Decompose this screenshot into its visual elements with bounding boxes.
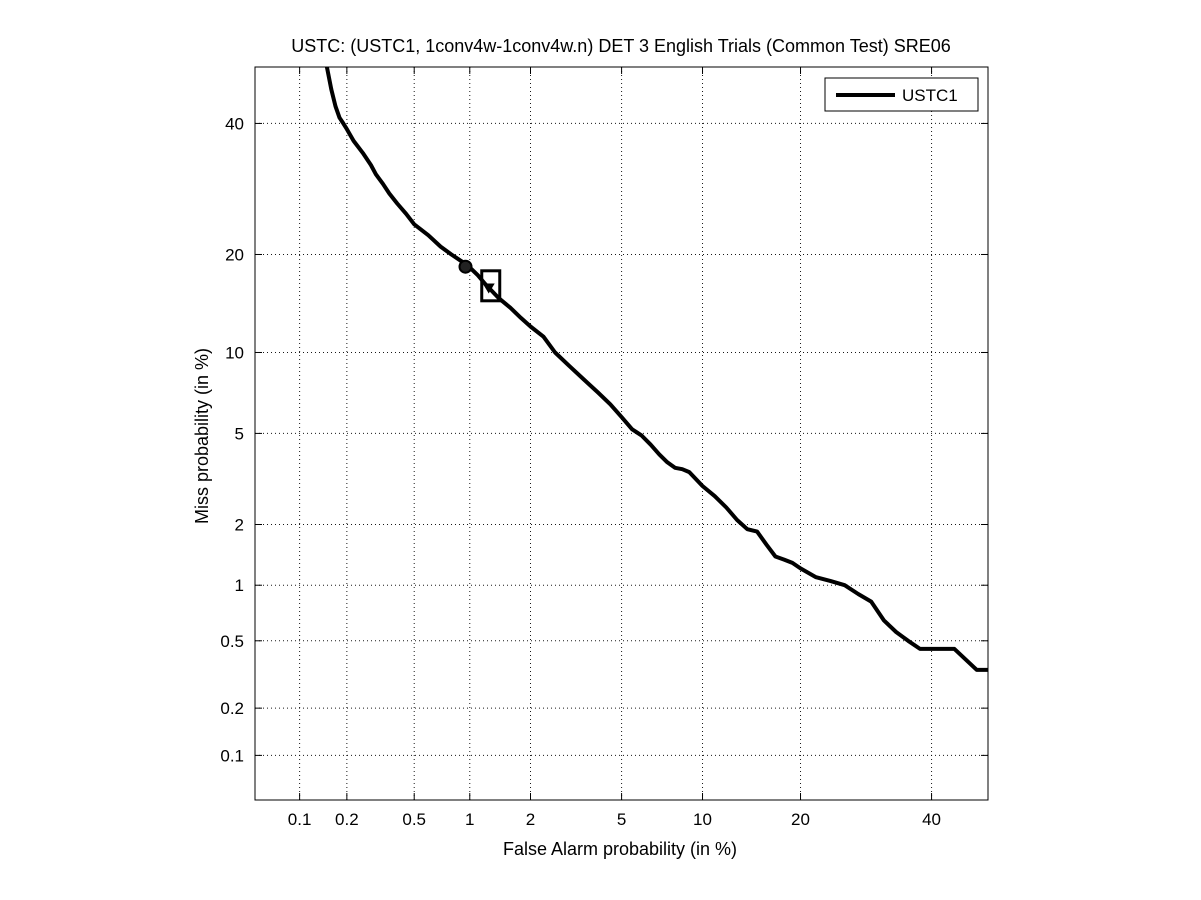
min-dcf-circle-marker [458,259,473,274]
x-tick-label: 0.2 [335,810,359,829]
operating-point-triangle-marker [482,283,495,294]
y-tick-label: 1 [235,576,244,595]
y-tick-label: 20 [225,245,244,264]
x-axis-label: False Alarm probability (in %) [503,839,737,859]
y-tick-label: 40 [225,114,244,133]
plot-area [324,67,988,672]
x-tick-label: 0.5 [402,810,426,829]
y-tick-label: 5 [235,424,244,443]
axis-ticks: 0.1 0.2 0.5 1 2 5 10 20 40 0.1 0.2 0.5 1 2 5 10 20 40 [220,67,988,829]
y-axis-label: Miss probability (in %) [192,348,212,524]
x-tick-label: 0.1 [288,810,312,829]
series-line-USTC1 [324,67,988,672]
operating-point-square-marker [480,269,502,303]
y-tick-label: 0.1 [220,746,244,765]
x-tick-label: 5 [617,810,626,829]
y-tick-label: 0.5 [220,632,244,651]
y-tick-label: 10 [225,343,244,362]
operating-point-markers [458,259,502,303]
x-tick-label: 2 [526,810,535,829]
legend: USTC1 [824,77,979,112]
chart-title: USTC: (USTC1, 1conv4w-1conv4w.n) DET 3 E… [291,36,951,56]
y-tick-label: 0.2 [220,699,244,718]
x-tick-label: 40 [922,810,941,829]
x-tick-label: 20 [791,810,810,829]
legend-label-USTC1: USTC1 [902,86,958,105]
x-tick-label: 10 [693,810,712,829]
y-tick-label: 2 [235,515,244,534]
x-tick-label: 1 [465,810,474,829]
